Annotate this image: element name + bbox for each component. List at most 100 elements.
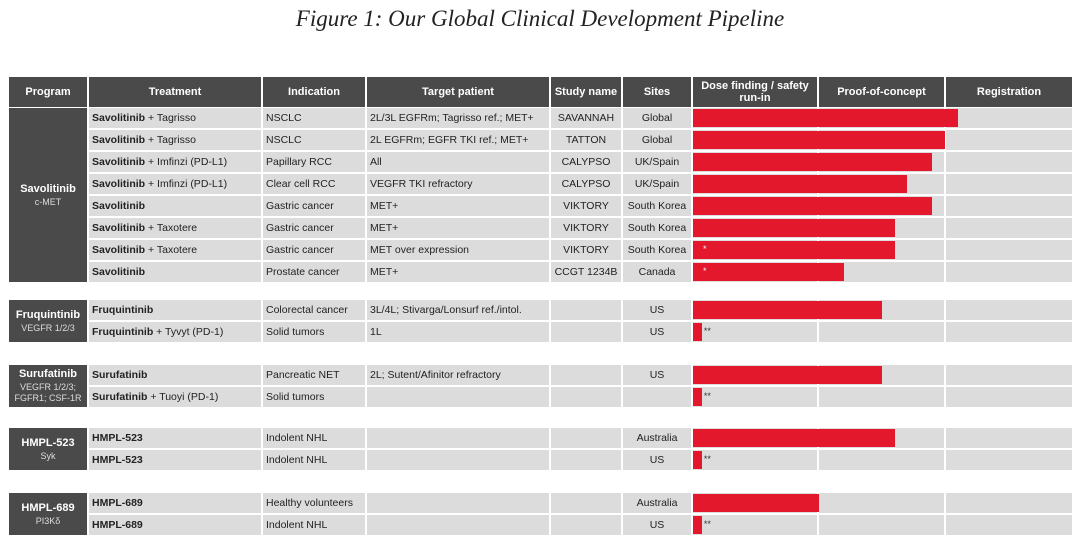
study-cell (551, 493, 621, 513)
indication-cell: Indolent NHL (263, 450, 365, 470)
patient-cell: MET+ (367, 218, 549, 238)
patient-cell (367, 387, 549, 407)
patient-cell: MET over expression (367, 240, 549, 260)
study-cell (551, 322, 621, 342)
phase-cell (946, 428, 1072, 448)
program-label: Savolitinib c-MET (9, 108, 87, 282)
drug-name: Surufatinib (92, 391, 148, 403)
sites-cell: US (623, 300, 691, 320)
study-cell (551, 387, 621, 407)
indication-cell: Prostate cancer (263, 262, 365, 282)
treatment-cell: Surufatinib + Tuoyi (PD-1) (89, 387, 261, 407)
sites-cell: South Korea (623, 218, 691, 238)
sites-cell: Canada (623, 262, 691, 282)
patient-cell: MET+ (367, 262, 549, 282)
treatment-cell: Fruquintinib + Tyvyt (PD-1) (89, 322, 261, 342)
progress-bar (693, 219, 895, 237)
drug-name: HMPL-523 (92, 432, 143, 444)
sites-cell: South Korea (623, 196, 691, 216)
patient-cell: 2L/3L EGFRm; Tagrisso ref.; MET+ (367, 108, 549, 128)
patient-cell: 2L; Sutent/Afinitor refractory (367, 365, 549, 385)
program-name: HMPL-689 (21, 501, 75, 514)
column-header: Indication (263, 77, 365, 107)
phase-cell (946, 174, 1072, 194)
phase-cell (946, 387, 1072, 407)
combination-partner: + Taxotere (145, 222, 198, 234)
study-cell: SAVANNAH (551, 108, 621, 128)
sites-cell: UK/Spain (623, 152, 691, 172)
program-label: HMPL-689 PI3Kδ (9, 493, 87, 535)
treatment-cell: HMPL-689 (89, 493, 261, 513)
sites-cell: Global (623, 108, 691, 128)
treatment-cell: Savolitinib + Taxotere (89, 240, 261, 260)
program-target: PI3Kδ (35, 515, 61, 526)
patient-cell: 2L EGFRm; EGFR TKI ref.; MET+ (367, 130, 549, 150)
progress-bar (693, 241, 895, 259)
progress-bar (693, 131, 945, 149)
treatment-cell: Surufatinib (89, 365, 261, 385)
patient-cell: VEGFR TKI refractory (367, 174, 549, 194)
phase-cell (946, 262, 1072, 282)
treatment-cell: HMPL-523 (89, 450, 261, 470)
phase-cell (946, 493, 1072, 513)
phase-cell (946, 515, 1072, 535)
combination-partner: + Tyvyt (PD-1) (153, 326, 224, 338)
footnote-mark: ** (703, 326, 711, 336)
phase-cell (946, 196, 1072, 216)
combination-partner: + Tuoyi (PD-1) (147, 391, 219, 403)
indication-cell: Indolent NHL (263, 515, 365, 535)
progress-bar (693, 516, 702, 534)
progress-bar (693, 175, 908, 193)
drug-name: Savolitinib (92, 156, 146, 168)
study-cell (551, 300, 621, 320)
drug-name: Savolitinib (92, 266, 146, 278)
indication-cell: Indolent NHL (263, 428, 365, 448)
study-cell (551, 365, 621, 385)
program-name: Fruquintinib (15, 308, 81, 321)
phase-cell (819, 387, 944, 407)
treatment-cell: Savolitinib + Tagrisso (89, 130, 261, 150)
progress-bar (693, 109, 958, 127)
progress-bar (693, 388, 702, 406)
combination-partner: + Tagrisso (145, 134, 196, 146)
column-header: Proof-of-concept (819, 77, 944, 107)
treatment-cell: Savolitinib + Tagrisso (89, 108, 261, 128)
phase-cell (946, 450, 1072, 470)
phase-cell (693, 322, 817, 342)
treatment-cell: Savolitinib + Imfinzi (PD-L1) (89, 152, 261, 172)
study-cell (551, 428, 621, 448)
phase-cell (819, 515, 944, 535)
footnote-mark: ** (703, 519, 711, 529)
treatment-cell: HMPL-523 (89, 428, 261, 448)
indication-cell: Solid tumors (263, 322, 365, 342)
column-header: Treatment (89, 77, 261, 107)
column-header: Target patient (367, 77, 549, 107)
sites-cell: Australia (623, 428, 691, 448)
phase-cell (946, 152, 1072, 172)
drug-name: Savolitinib (92, 222, 146, 234)
treatment-cell: HMPL-689 (89, 515, 261, 535)
phase-cell (946, 240, 1072, 260)
study-cell: CALYPSO (551, 152, 621, 172)
sites-cell: South Korea (623, 240, 691, 260)
patient-cell (367, 428, 549, 448)
phase-cell (946, 365, 1072, 385)
indication-cell: Solid tumors (263, 387, 365, 407)
sites-cell: UK/Spain (623, 174, 691, 194)
study-cell: CCGT 1234B (551, 262, 621, 282)
indication-cell: Healthy volunteers (263, 493, 365, 513)
footnote-mark: ** (703, 454, 711, 464)
indication-cell: Papillary RCC (263, 152, 365, 172)
sites-cell: Australia (623, 493, 691, 513)
drug-name: Fruquintinib (92, 326, 154, 338)
drug-name: HMPL-689 (92, 519, 143, 531)
sites-cell: US (623, 450, 691, 470)
treatment-cell: Fruquintinib (89, 300, 261, 320)
patient-cell: All (367, 152, 549, 172)
study-cell: VIKTORY (551, 240, 621, 260)
program-target: VEGFR 1/2/3 (21, 322, 75, 333)
drug-name: Savolitinib (92, 244, 146, 256)
patient-cell (367, 450, 549, 470)
phase-cell (693, 515, 817, 535)
indication-cell: Colorectal cancer (263, 300, 365, 320)
